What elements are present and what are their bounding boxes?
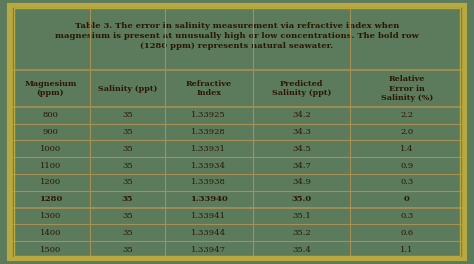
Text: 2.2: 2.2 [400,111,413,119]
Text: 1.33947: 1.33947 [191,246,226,254]
Text: 34.2: 34.2 [292,111,311,119]
Text: 1.33940: 1.33940 [190,195,228,203]
Text: 35.0: 35.0 [292,195,311,203]
Text: 0.6: 0.6 [400,229,413,237]
Text: 35: 35 [122,212,133,220]
Text: 35: 35 [122,111,133,119]
Text: 1.33944: 1.33944 [191,229,226,237]
Text: Salinity (ppt): Salinity (ppt) [98,84,157,93]
Text: 35: 35 [122,178,133,186]
Text: 800: 800 [43,111,58,119]
Text: 1400: 1400 [40,229,61,237]
Text: 1100: 1100 [40,162,61,169]
Text: 35.2: 35.2 [292,229,311,237]
Text: 35: 35 [122,128,133,136]
Text: 2.0: 2.0 [400,128,413,136]
Text: 1.33928: 1.33928 [191,128,226,136]
Text: Table 3. The error in salinity measurement via refractive index when
magnesium i: Table 3. The error in salinity measureme… [55,21,419,50]
Text: 0.3: 0.3 [400,212,413,220]
Text: 1.33925: 1.33925 [191,111,226,119]
Text: 1000: 1000 [40,145,61,153]
Text: Magnesium
(ppm): Magnesium (ppm) [24,80,77,97]
Text: 34.7: 34.7 [292,162,311,169]
Text: 35.4: 35.4 [292,246,311,254]
Text: 34.9: 34.9 [292,178,311,186]
Text: 1.1: 1.1 [400,246,413,254]
Text: 0.3: 0.3 [400,178,413,186]
Text: 1200: 1200 [40,178,61,186]
Text: 35: 35 [122,246,133,254]
Text: Relative
Error in
Salinity (%): Relative Error in Salinity (%) [381,75,433,102]
Text: 1280: 1280 [39,195,62,203]
Text: Predicted
Salinity (ppt): Predicted Salinity (ppt) [272,80,331,97]
Text: 1.33934: 1.33934 [191,162,226,169]
Text: 1300: 1300 [40,212,61,220]
Text: 34.3: 34.3 [292,128,311,136]
Text: 0.9: 0.9 [400,162,413,169]
Text: 1.4: 1.4 [400,145,413,153]
Text: 35: 35 [122,229,133,237]
Text: 900: 900 [43,128,58,136]
Text: 35: 35 [121,195,133,203]
Text: Refractive
Index: Refractive Index [186,80,232,97]
Text: 35.1: 35.1 [292,212,311,220]
Text: 35: 35 [122,145,133,153]
Text: 35: 35 [122,162,133,169]
Text: 1.33931: 1.33931 [191,145,226,153]
Text: 1.33938: 1.33938 [191,178,226,186]
Text: 34.5: 34.5 [292,145,311,153]
Text: 1.33941: 1.33941 [191,212,226,220]
Text: 1500: 1500 [40,246,61,254]
Text: 0: 0 [404,195,410,203]
